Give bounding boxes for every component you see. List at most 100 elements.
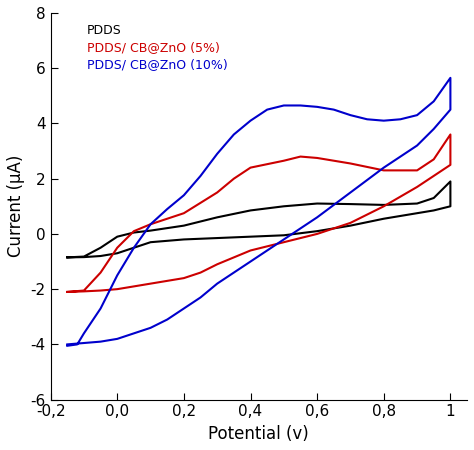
PDDS/ CB@ZnO (10%) bbox=[381, 118, 387, 123]
PDDS/ CB@ZnO (5%) bbox=[247, 248, 253, 253]
PDDS/ CB@ZnO (5%) bbox=[98, 288, 103, 293]
PDDS/ CB@ZnO (5%) bbox=[81, 288, 87, 294]
PDDS/ CB@ZnO (10%) bbox=[447, 75, 453, 81]
PDDS/ CB@ZnO (10%) bbox=[214, 151, 220, 157]
PDDS/ CB@ZnO (10%) bbox=[414, 143, 420, 148]
PDDS bbox=[431, 195, 437, 201]
PDDS/ CB@ZnO (10%) bbox=[364, 117, 370, 122]
PDDS/ CB@ZnO (5%) bbox=[381, 203, 387, 209]
PDDS bbox=[247, 208, 253, 213]
PDDS/ CB@ZnO (10%) bbox=[231, 270, 237, 275]
PDDS/ CB@ZnO (5%) bbox=[431, 173, 437, 179]
Y-axis label: Current (μA): Current (μA) bbox=[7, 155, 25, 257]
PDDS bbox=[214, 215, 220, 220]
PDDS/ CB@ZnO (10%) bbox=[181, 193, 187, 198]
PDDS bbox=[347, 202, 353, 207]
PDDS bbox=[431, 208, 437, 213]
PDDS/ CB@ZnO (10%) bbox=[447, 107, 453, 112]
PDDS/ CB@ZnO (5%) bbox=[247, 165, 253, 170]
PDDS/ CB@ZnO (10%) bbox=[114, 336, 120, 342]
PDDS bbox=[114, 251, 120, 256]
PDDS bbox=[214, 235, 220, 241]
PDDS/ CB@ZnO (5%) bbox=[447, 162, 453, 167]
PDDS/ CB@ZnO (5%) bbox=[314, 155, 320, 161]
PDDS/ CB@ZnO (5%) bbox=[198, 270, 203, 275]
PDDS/ CB@ZnO (5%) bbox=[98, 270, 103, 275]
PDDS/ CB@ZnO (5%) bbox=[114, 287, 120, 292]
PDDS/ CB@ZnO (10%) bbox=[164, 207, 170, 212]
PDDS/ CB@ZnO (10%) bbox=[331, 107, 337, 112]
PDDS/ CB@ZnO (5%) bbox=[281, 158, 287, 163]
PDDS/ CB@ZnO (5%) bbox=[447, 132, 453, 137]
PDDS/ CB@ZnO (5%) bbox=[214, 261, 220, 267]
PDDS/ CB@ZnO (10%) bbox=[264, 107, 270, 112]
PDDS bbox=[64, 255, 70, 260]
PDDS bbox=[98, 245, 103, 250]
PDDS/ CB@ZnO (5%) bbox=[281, 239, 287, 245]
PDDS/ CB@ZnO (5%) bbox=[131, 229, 137, 234]
PDDS bbox=[314, 201, 320, 206]
PDDS/ CB@ZnO (10%) bbox=[198, 173, 203, 179]
PDDS/ CB@ZnO (10%) bbox=[431, 99, 437, 104]
PDDS/ CB@ZnO (10%) bbox=[81, 331, 87, 336]
PDDS/ CB@ZnO (10%) bbox=[231, 132, 237, 137]
PDDS bbox=[281, 203, 287, 209]
PDDS/ CB@ZnO (10%) bbox=[431, 126, 437, 132]
PDDS/ CB@ZnO (5%) bbox=[231, 176, 237, 181]
PDDS/ CB@ZnO (10%) bbox=[247, 118, 253, 123]
PDDS/ CB@ZnO (5%) bbox=[64, 289, 70, 295]
PDDS/ CB@ZnO (5%) bbox=[81, 288, 87, 293]
PDDS bbox=[314, 229, 320, 234]
PDDS/ CB@ZnO (5%) bbox=[131, 284, 137, 289]
PDDS/ CB@ZnO (5%) bbox=[314, 231, 320, 237]
PDDS/ CB@ZnO (10%) bbox=[381, 165, 387, 170]
PDDS/ CB@ZnO (10%) bbox=[314, 215, 320, 220]
PDDS/ CB@ZnO (10%) bbox=[81, 340, 87, 346]
PDDS/ CB@ZnO (10%) bbox=[148, 221, 154, 227]
PDDS/ CB@ZnO (10%) bbox=[414, 112, 420, 118]
Line: PDDS/ CB@ZnO (5%): PDDS/ CB@ZnO (5%) bbox=[67, 135, 450, 292]
PDDS bbox=[114, 234, 120, 239]
PDDS/ CB@ZnO (10%) bbox=[74, 342, 80, 347]
PDDS/ CB@ZnO (10%) bbox=[398, 117, 403, 122]
PDDS/ CB@ZnO (5%) bbox=[148, 221, 154, 227]
PDDS/ CB@ZnO (5%) bbox=[347, 161, 353, 166]
PDDS/ CB@ZnO (10%) bbox=[281, 103, 287, 108]
PDDS bbox=[247, 234, 253, 239]
PDDS/ CB@ZnO (5%) bbox=[414, 168, 420, 173]
PDDS bbox=[148, 228, 154, 233]
PDDS/ CB@ZnO (5%) bbox=[181, 211, 187, 216]
PDDS/ CB@ZnO (10%) bbox=[64, 342, 70, 347]
PDDS bbox=[281, 233, 287, 238]
PDDS/ CB@ZnO (10%) bbox=[131, 245, 137, 250]
Line: PDDS: PDDS bbox=[67, 181, 450, 257]
PDDS/ CB@ZnO (5%) bbox=[298, 154, 303, 159]
PDDS bbox=[414, 201, 420, 206]
PDDS bbox=[131, 230, 137, 235]
PDDS bbox=[181, 223, 187, 228]
PDDS bbox=[64, 255, 70, 260]
PDDS/ CB@ZnO (10%) bbox=[98, 339, 103, 344]
PDDS/ CB@ZnO (5%) bbox=[64, 289, 70, 295]
PDDS/ CB@ZnO (5%) bbox=[414, 184, 420, 189]
Line: PDDS/ CB@ZnO (10%): PDDS/ CB@ZnO (10%) bbox=[67, 78, 450, 346]
PDDS/ CB@ZnO (10%) bbox=[214, 281, 220, 286]
PDDS bbox=[381, 216, 387, 221]
PDDS/ CB@ZnO (10%) bbox=[114, 273, 120, 278]
PDDS bbox=[447, 203, 453, 209]
PDDS/ CB@ZnO (5%) bbox=[347, 220, 353, 225]
PDDS/ CB@ZnO (10%) bbox=[198, 295, 203, 300]
PDDS bbox=[347, 223, 353, 228]
PDDS/ CB@ZnO (10%) bbox=[281, 237, 287, 242]
PDDS/ CB@ZnO (10%) bbox=[347, 112, 353, 118]
PDDS/ CB@ZnO (5%) bbox=[431, 157, 437, 162]
PDDS bbox=[381, 202, 387, 207]
PDDS/ CB@ZnO (10%) bbox=[298, 103, 303, 108]
PDDS/ CB@ZnO (10%) bbox=[98, 306, 103, 311]
PDDS bbox=[447, 179, 453, 184]
PDDS/ CB@ZnO (10%) bbox=[64, 343, 70, 348]
PDDS/ CB@ZnO (5%) bbox=[381, 168, 387, 173]
X-axis label: Potential (v): Potential (v) bbox=[209, 425, 309, 443]
PDDS bbox=[181, 237, 187, 242]
PDDS bbox=[81, 254, 87, 259]
